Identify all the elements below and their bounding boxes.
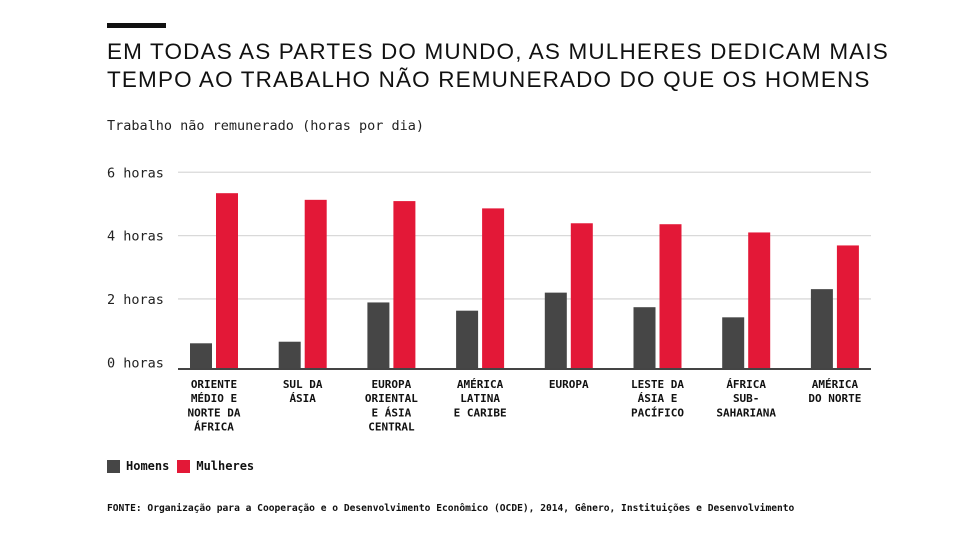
x-tick-label: ÁSIA E	[638, 392, 678, 405]
bar-mulheres	[659, 224, 682, 369]
x-tick-label: ORIENTAL	[365, 392, 418, 405]
chart-title-line-2: TEMPO AO TRABALHO NÃO REMUNERADO DO QUE …	[107, 67, 871, 92]
legend-item-homens: Homens	[107, 459, 169, 473]
x-tick-label: PACÍFICO	[631, 406, 684, 419]
bar-homens	[278, 341, 301, 369]
bar-homens	[810, 289, 833, 369]
y-tick-label: 2 horas	[107, 292, 164, 308]
bar-mulheres	[393, 201, 416, 369]
bar-homens	[722, 317, 745, 369]
x-tick-label: NORTE DA	[188, 406, 241, 419]
legend-label-homens: Homens	[126, 459, 170, 473]
x-tick-label: SUB-	[733, 392, 760, 405]
x-tick-label: DO NORTE	[808, 392, 861, 405]
x-tick-label: LESTE DA	[631, 378, 684, 391]
bar-homens	[456, 310, 479, 369]
y-axis-label: Trabalho não remunerado (horas por dia)	[107, 118, 424, 134]
y-tick-label: 0 horas	[107, 355, 164, 371]
x-tick-label: AMÉRICA	[812, 378, 859, 391]
bar-homens	[633, 307, 656, 369]
y-tick-label: 6 horas	[107, 165, 164, 181]
source-note: FONTE: Organização para a Cooperação e o…	[107, 503, 795, 514]
title-accent-bar	[107, 23, 166, 28]
chart-title: EM TODAS AS PARTES DO MUNDO, AS MULHERES…	[107, 38, 889, 94]
x-tick-label: E ÁSIA	[372, 406, 412, 419]
x-tick-label: MÉDIO E	[191, 392, 237, 405]
y-tick-label: 4 horas	[107, 229, 164, 245]
x-tick-label: EUROPA	[372, 378, 412, 391]
bar-homens	[367, 302, 390, 369]
bar-homens	[544, 292, 567, 369]
bar-mulheres	[836, 245, 859, 369]
x-tick-label: SAHARIANA	[716, 406, 776, 419]
legend-item-mulheres: Mulheres	[177, 459, 254, 473]
x-tick-label: SUL DA	[283, 378, 323, 391]
chart-title-line-1: EM TODAS AS PARTES DO MUNDO, AS MULHERES…	[107, 39, 889, 64]
bar-mulheres	[216, 193, 238, 369]
legend-swatch-homens	[107, 459, 120, 473]
legend: Homens Mulheres	[107, 459, 262, 473]
legend-label-mulheres: Mulheres	[196, 459, 255, 473]
bar-mulheres	[482, 208, 505, 369]
x-tick-label: E CARIBE	[454, 406, 507, 419]
x-tick-label: AMÉRICA	[457, 378, 504, 391]
x-tick-label: ÁFRICA	[726, 378, 766, 391]
bar-mulheres	[304, 199, 327, 369]
x-tick-label: ÁFRICA	[194, 421, 234, 434]
x-tick-label: LATINA	[460, 392, 500, 405]
x-tick-label: EUROPA	[549, 378, 589, 391]
x-tick-label: ÁSIA	[289, 392, 316, 405]
x-tick-label: CENTRAL	[368, 421, 415, 434]
legend-swatch-mulheres	[177, 459, 191, 473]
bar-homens	[190, 343, 212, 369]
bar-mulheres	[748, 232, 771, 369]
bar-mulheres	[570, 223, 593, 369]
x-tick-label: ORIENTE	[191, 378, 237, 391]
